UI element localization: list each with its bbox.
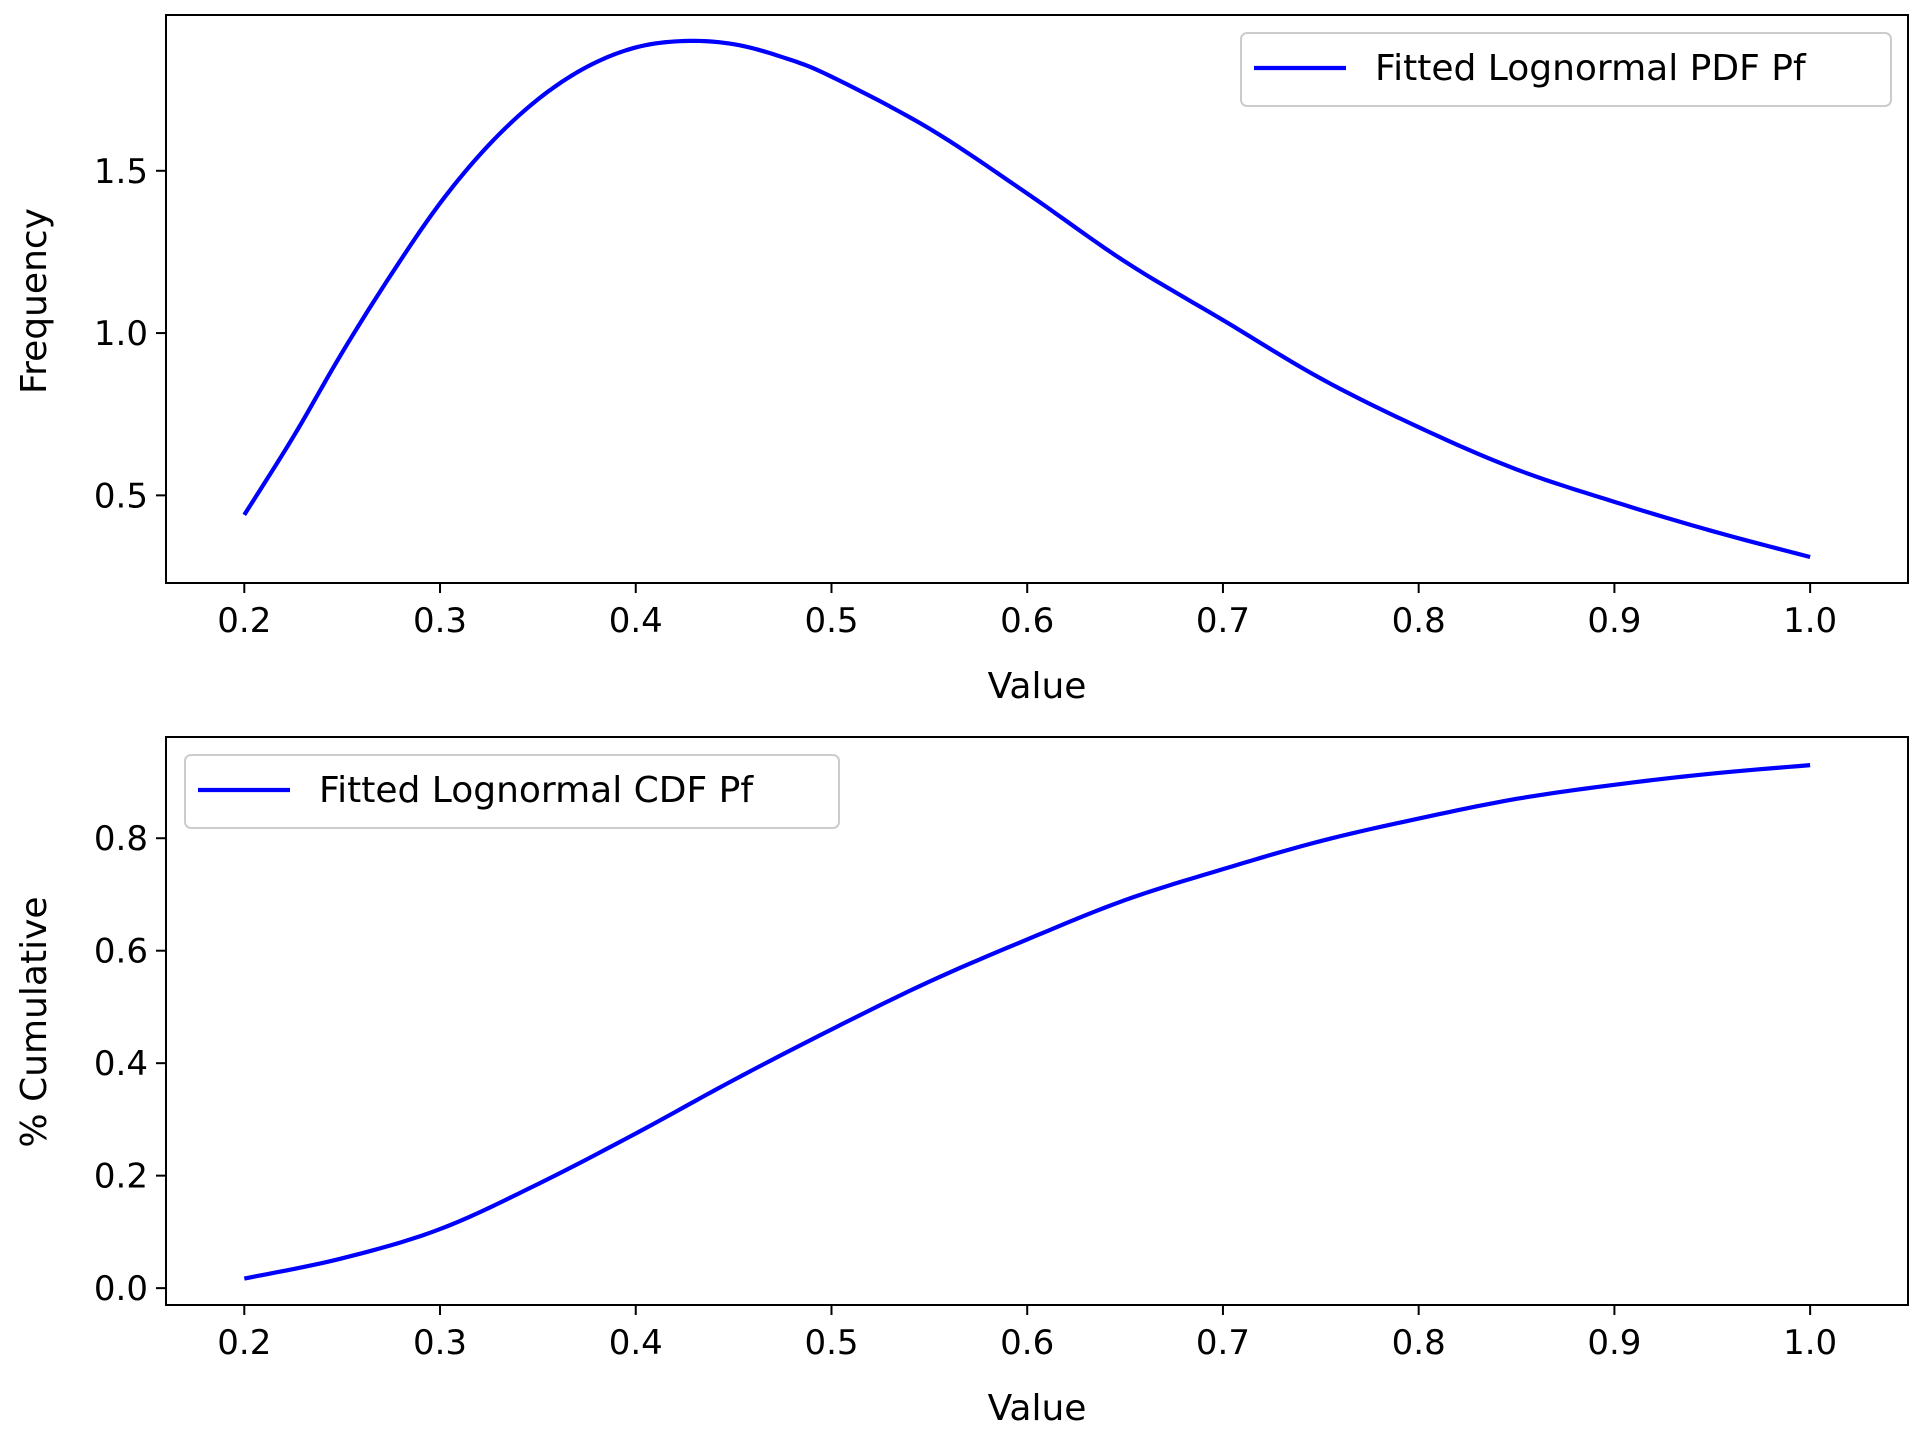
- cdf-x-tick-label: 0.7: [1196, 1323, 1250, 1363]
- cdf-legend-box: [184, 754, 840, 829]
- pdf-axes-frame: [165, 14, 1909, 584]
- pdf-series-line: [242, 38, 1811, 560]
- cdf-axes-frame: [165, 736, 1909, 1306]
- cdf-y-tick-label: 0.2: [94, 1157, 148, 1197]
- cdf-x-tick-label: 0.8: [1392, 1323, 1446, 1363]
- pdf-y-tick-label: 1.5: [94, 152, 148, 192]
- pdf-x-tick-label: 0.9: [1587, 601, 1641, 641]
- cdf-x-tick-label: 0.5: [804, 1323, 858, 1363]
- cdf-subplot: 0.2 0.3 0.4 0.5 0.6 0.7 0.8 0.9 1.0 0.0 0.2 0.4 0.6…: [14, 736, 1909, 1429]
- pdf-y-axis-label: Frequency: [14, 208, 55, 394]
- pdf-legend: Fitted Lognormal PDF Pf: [1240, 32, 1892, 107]
- cdf-x-tick-label: 0.9: [1587, 1323, 1641, 1363]
- cdf-y-tick-label: 0.6: [94, 932, 148, 972]
- cdf-x-tick-label: 0.6: [1000, 1323, 1054, 1363]
- cdf-legend: Fitted Lognormal CDF Pf: [184, 754, 840, 829]
- cdf-y-tick-label: 0.8: [94, 819, 148, 859]
- cdf-x-tick-label: 0.3: [413, 1323, 467, 1363]
- cdf-y-axis-label: % Cumulative: [14, 896, 55, 1147]
- cdf-y-tick-label: 0.4: [94, 1044, 148, 1084]
- pdf-x-tick-label: 0.5: [804, 601, 858, 641]
- pdf-legend-box: [1240, 32, 1892, 107]
- pdf-x-tick-label: 0.2: [217, 601, 271, 641]
- cdf-legend-label: Fitted Lognormal CDF Pf: [319, 770, 754, 811]
- pdf-x-tick-label: 1.0: [1783, 601, 1837, 641]
- pdf-y-tick-label: 1.0: [94, 314, 148, 354]
- pdf-x-tick-label: 0.4: [609, 601, 663, 641]
- pdf-x-tick-label: 0.7: [1196, 601, 1250, 641]
- pdf-legend-label: Fitted Lognormal PDF Pf: [1375, 48, 1807, 89]
- cdf-series-line: [243, 763, 1811, 1281]
- cdf-x-tick-label: 1.0: [1783, 1323, 1837, 1363]
- pdf-x-tick-label: 0.6: [1000, 601, 1054, 641]
- pdf-x-tick-label: 0.3: [413, 601, 467, 641]
- cdf-x-tick-label: 0.2: [217, 1323, 271, 1363]
- cdf-x-axis-label: Value: [988, 1388, 1087, 1429]
- cdf-x-ticks: 0.2 0.3 0.4 0.5 0.6 0.7 0.8 0.9 1.0: [217, 1305, 1837, 1363]
- pdf-y-ticks: 0.5 1.0 1.5: [94, 152, 166, 516]
- cdf-x-tick-label: 0.4: [609, 1323, 663, 1363]
- pdf-x-tick-label: 0.8: [1392, 601, 1446, 641]
- pdf-y-tick-label: 0.5: [94, 476, 148, 516]
- pdf-x-axis-label: Value: [988, 666, 1087, 707]
- pdf-x-ticks: 0.2 0.3 0.4 0.5 0.6 0.7 0.8 0.9 1.0: [217, 583, 1837, 641]
- cdf-y-tick-label: 0.0: [94, 1269, 148, 1309]
- pdf-subplot: 0.2 0.3 0.4 0.5 0.6 0.7 0.8 0.9 1.0 0.5 1.0 1.5 Va…: [14, 14, 1909, 707]
- cdf-y-ticks: 0.0 0.2 0.4 0.6 0.8: [94, 819, 166, 1309]
